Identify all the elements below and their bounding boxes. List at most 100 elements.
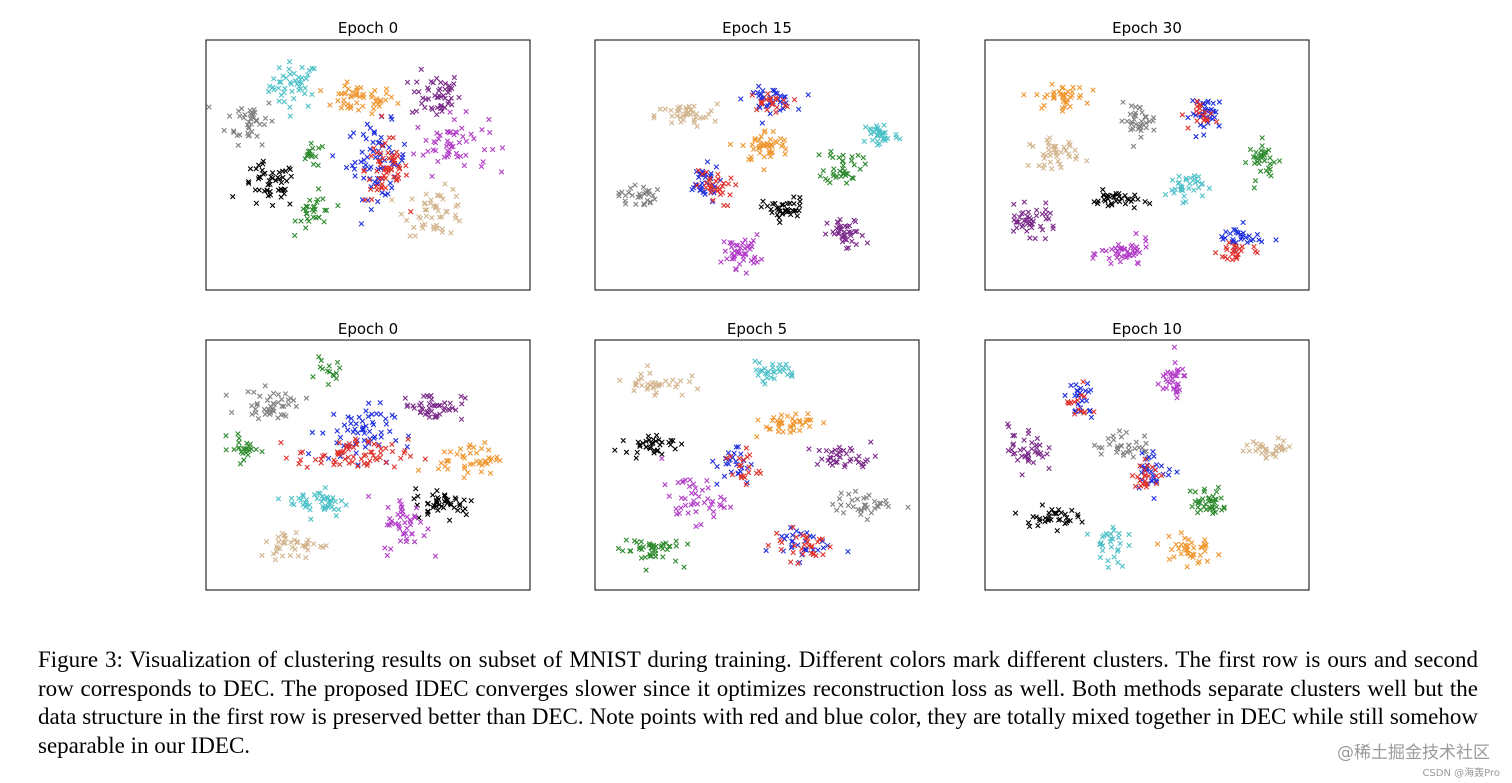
scatter-point bbox=[647, 199, 653, 205]
scatter-point bbox=[754, 89, 761, 96]
scatter-point bbox=[223, 447, 229, 453]
scatter-point bbox=[281, 403, 287, 410]
scatter-point bbox=[858, 507, 864, 514]
scatter-point bbox=[401, 141, 408, 148]
scatter-point bbox=[761, 166, 767, 173]
scatter-point bbox=[800, 551, 806, 557]
scatter-point bbox=[780, 97, 787, 103]
scatter-point bbox=[1238, 236, 1244, 242]
scatter-point bbox=[254, 400, 260, 407]
scatter-point bbox=[367, 186, 374, 192]
scatter-point bbox=[694, 386, 701, 392]
scatter-point bbox=[245, 180, 252, 186]
scatter-point bbox=[1122, 192, 1128, 199]
scatter-point bbox=[241, 457, 247, 463]
scatter-point bbox=[336, 365, 343, 371]
scatter-point bbox=[1258, 147, 1264, 154]
scatter-point bbox=[278, 396, 285, 403]
scatter-point bbox=[384, 522, 391, 528]
scatter-point bbox=[382, 192, 388, 198]
scatter-point bbox=[403, 536, 410, 542]
scatter-point bbox=[1273, 237, 1279, 243]
scatter-point bbox=[1010, 442, 1016, 448]
scatter-point bbox=[434, 500, 440, 507]
scatter-point bbox=[423, 137, 429, 144]
scatter-point bbox=[347, 443, 353, 450]
scatter-point bbox=[1199, 544, 1205, 551]
scatter-point bbox=[341, 422, 348, 428]
scatter-point bbox=[352, 173, 358, 179]
scatter-point bbox=[766, 426, 772, 432]
scatter-point bbox=[278, 439, 284, 446]
scatter-point bbox=[402, 395, 409, 401]
scatter-point bbox=[347, 93, 354, 99]
scatter-point bbox=[292, 232, 298, 239]
scatter-point bbox=[367, 146, 373, 152]
scatter-point bbox=[1109, 202, 1115, 208]
scatter-point bbox=[336, 440, 342, 446]
scatter-point bbox=[1142, 478, 1148, 484]
scatter-point bbox=[367, 449, 374, 455]
scatter-point bbox=[783, 533, 790, 539]
scatter-point bbox=[430, 223, 437, 230]
scatter-point bbox=[1153, 462, 1160, 468]
scatter-point bbox=[470, 461, 476, 467]
scatter-point bbox=[1010, 433, 1016, 439]
scatter-point bbox=[776, 205, 782, 212]
scatter-point bbox=[1025, 162, 1031, 169]
scatter-point bbox=[310, 541, 317, 547]
scatter-point bbox=[1108, 531, 1114, 537]
scatter-point bbox=[1115, 445, 1121, 452]
scatter-point bbox=[753, 106, 760, 113]
scatter-point bbox=[361, 461, 367, 467]
scatter-point bbox=[303, 496, 310, 503]
scatter-point bbox=[1039, 227, 1046, 233]
scatter-point bbox=[440, 92, 447, 99]
scatter-point bbox=[242, 112, 248, 118]
scatter-point bbox=[1065, 88, 1071, 95]
scatter-point bbox=[647, 553, 653, 559]
scatter-point bbox=[1258, 239, 1265, 245]
scatter-point bbox=[840, 510, 847, 516]
scatter-point bbox=[292, 218, 298, 224]
scatter-point bbox=[358, 456, 365, 462]
scatter-point bbox=[631, 538, 638, 544]
scatter-point bbox=[460, 133, 466, 140]
scatter-point bbox=[287, 113, 293, 119]
scatter-point bbox=[1050, 143, 1056, 150]
scatter-point bbox=[1141, 122, 1147, 128]
scatter-point bbox=[317, 543, 324, 550]
scatter-point bbox=[769, 417, 776, 424]
scatter-point bbox=[675, 105, 681, 111]
scatter-point bbox=[1240, 219, 1246, 226]
scatter-point bbox=[657, 106, 663, 112]
scatter-point bbox=[727, 141, 734, 148]
scatter-point bbox=[276, 65, 282, 71]
scatter-point bbox=[872, 453, 878, 459]
scatter-point bbox=[395, 511, 401, 518]
scatter-point bbox=[288, 539, 294, 546]
scatter-point bbox=[1050, 225, 1056, 232]
scatter-point bbox=[403, 217, 410, 224]
scatter-point bbox=[1118, 195, 1125, 202]
scatter-point bbox=[1011, 432, 1018, 439]
scatter-point bbox=[729, 239, 735, 246]
scatter-point bbox=[1216, 99, 1223, 105]
scatter-point bbox=[744, 244, 750, 250]
scatter-point bbox=[236, 445, 242, 451]
scatter-point bbox=[1132, 104, 1139, 110]
scatter-point bbox=[371, 145, 377, 151]
scatter-point bbox=[456, 139, 463, 146]
scatter-point bbox=[300, 542, 306, 549]
scatter-point bbox=[1081, 393, 1088, 400]
scatter-point bbox=[758, 133, 764, 140]
scatter-point bbox=[1275, 435, 1282, 441]
scatter-point bbox=[397, 498, 403, 504]
scatter-point bbox=[389, 116, 395, 122]
scatter-point bbox=[727, 504, 734, 510]
scatter-point bbox=[465, 469, 471, 476]
scatter-point bbox=[297, 457, 304, 463]
scatter-point bbox=[416, 89, 422, 95]
scatter-point bbox=[733, 266, 739, 272]
scatter-point bbox=[378, 411, 384, 417]
